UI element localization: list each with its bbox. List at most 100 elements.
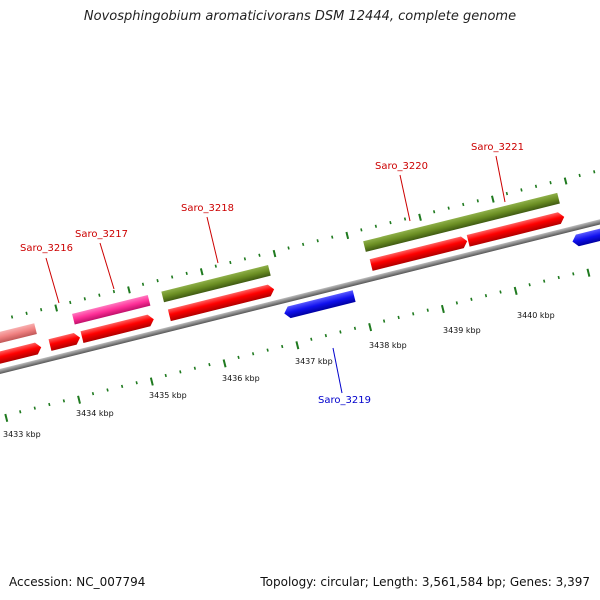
gene-feature-salmon[interactable] [0,323,37,348]
tick-mark [563,177,568,185]
tick-mark [513,286,518,295]
tick-mark [462,202,465,207]
cds-arrow-a[interactable] [0,341,43,367]
cds-arrow-saro-3220[interactable] [369,235,469,271]
tick-mark [572,272,575,276]
tick-mark [120,384,124,389]
tick-mark [382,319,386,323]
tick-mark [528,283,531,287]
tick-mark [368,322,373,332]
tick-mark [345,231,350,240]
gene-feature-saro-3220-3221[interactable] [363,192,560,252]
genome-backbone [0,204,600,379]
cds-arrow-saro-3216[interactable] [48,332,82,351]
tick-mark [127,286,131,294]
gene-label-saro-3220[interactable]: Saro_3220 [375,161,428,172]
tick-mark [141,282,145,286]
tick-mark [171,275,174,279]
tick-mark [549,181,552,185]
axis-tick-label: 3433 kbp [3,430,41,439]
gene-leader-line [495,155,506,203]
tick-mark [251,352,255,356]
tick-mark [287,246,290,250]
gene-label-saro-3218[interactable]: Saro_3218 [181,203,234,214]
gene-leader-line [332,347,343,394]
tick-mark [69,300,72,305]
accession-text: Accession: NC_007794 [9,575,146,589]
tick-mark [135,381,138,385]
gene-feature-saro-3218[interactable] [161,264,271,303]
tick-mark [470,297,473,301]
tick-mark [193,366,197,370]
tick-mark [266,348,269,352]
tick-mark [331,235,334,239]
tick-mark [316,239,319,243]
tick-mark [505,191,509,196]
tick-mark [324,333,328,338]
tick-mark [4,413,9,422]
tick-mark [98,293,101,297]
cds-arrow-saro-3221[interactable] [466,211,566,247]
tick-mark [208,362,211,367]
axis-tick-label: 3436 kbp [222,374,260,383]
tick-mark [534,184,538,188]
map-title: Novosphingobium aromaticivorans DSM 1244… [83,9,517,24]
gene-feature-saro-3217[interactable] [72,294,151,325]
tick-mark [164,373,167,378]
tick-mark [360,228,363,232]
cds-arrow-reverse-edge[interactable] [571,218,600,247]
tick-mark [199,268,204,276]
gene-label-saro-3221[interactable]: Saro_3221 [471,142,524,153]
gene-leader-line [399,174,411,222]
tick-mark [447,206,450,210]
axis-tick-label: 3437 kbp [295,357,333,366]
tick-mark [520,188,523,192]
tick-mark [91,391,95,396]
tick-mark [179,370,182,374]
tick-mark [374,224,378,228]
gene-leader-line [99,242,115,290]
tick-mark [54,304,59,312]
tick-mark [149,377,154,386]
tick-mark [397,315,400,320]
tick-mark [243,257,247,261]
tick-mark [222,359,227,368]
tick-mark [339,330,342,334]
axis-tick-label: 3434 kbp [76,409,114,418]
cds-arrow-saro-3218[interactable] [167,283,276,322]
forward-tick-row [10,170,596,319]
gene-label-saro-3219[interactable]: Saro_3219 [318,395,371,406]
axis-tick-label: 3435 kbp [149,391,187,400]
tick-mark [389,220,392,225]
tick-mark [412,312,415,316]
gene-leader-line [206,216,219,264]
tick-mark [353,326,357,330]
tick-mark [455,301,458,305]
tick-mark [426,308,429,312]
tick-mark [237,355,240,360]
tick-mark [295,341,300,350]
cds-arrow-saro-3219[interactable] [283,290,356,319]
tick-mark [484,294,488,298]
axis-tick-label: 3439 kbp [443,326,481,335]
tick-mark [19,410,22,414]
tick-mark [40,308,43,312]
tick-mark [112,289,116,294]
cds-arrow-saro-3217[interactable] [80,313,156,343]
gene-label-saro-3216[interactable]: Saro_3216 [20,243,73,254]
tick-mark [258,253,261,257]
tick-mark [281,344,284,349]
tick-mark [77,395,81,404]
tick-mark [476,199,479,203]
tick-mark [310,337,313,341]
tick-mark [557,275,560,280]
reverse-tick-row [4,268,591,422]
tick-mark [272,249,277,258]
tick-mark [499,290,502,294]
tick-mark [543,279,546,283]
tick-mark [593,170,596,174]
tick-mark [440,304,445,314]
gene-label-saro-3217[interactable]: Saro_3217 [75,229,128,240]
tick-mark [578,173,581,178]
